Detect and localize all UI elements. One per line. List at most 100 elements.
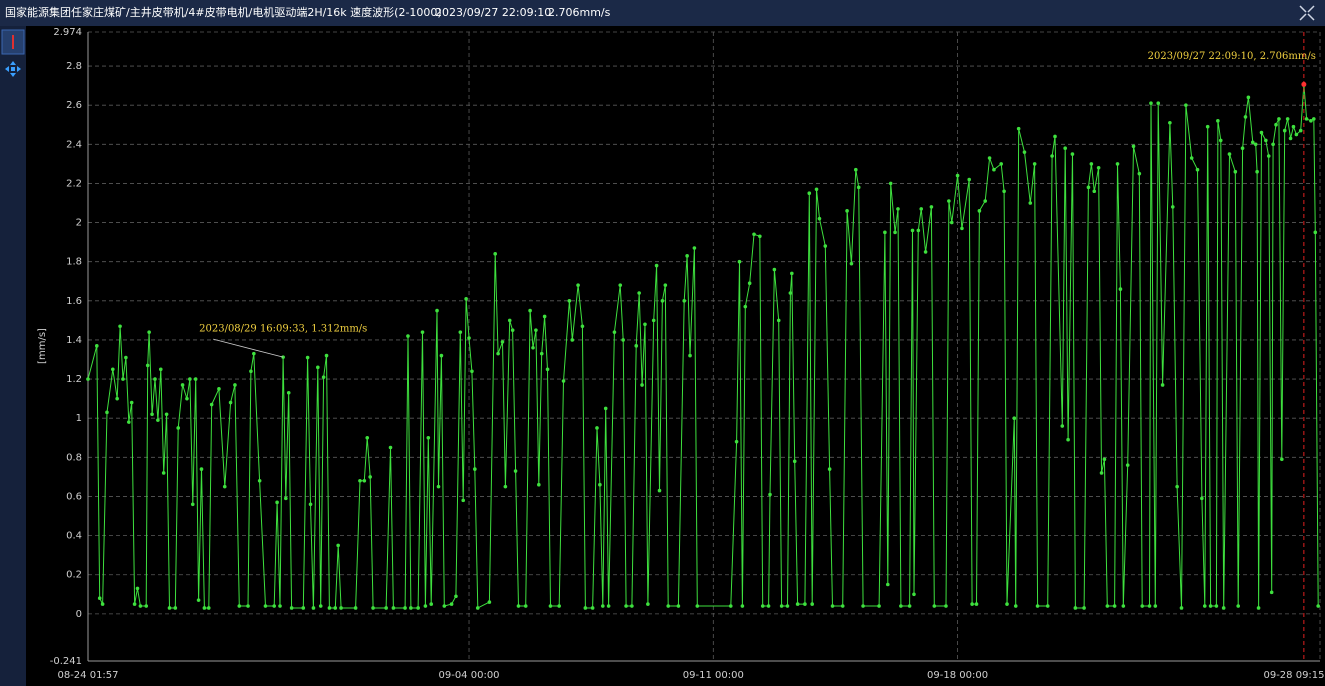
y-tick-label: 2 bbox=[76, 218, 82, 229]
data-point bbox=[500, 340, 505, 344]
data-point bbox=[1200, 496, 1204, 501]
data-point bbox=[1280, 457, 1284, 462]
data-point bbox=[779, 604, 784, 608]
data-point bbox=[222, 484, 227, 489]
data-point bbox=[830, 604, 835, 608]
pan-tool[interactable] bbox=[5, 61, 21, 77]
data-point bbox=[1216, 119, 1220, 123]
data-point bbox=[603, 406, 608, 411]
data-point bbox=[792, 459, 797, 464]
data-point bbox=[944, 604, 948, 608]
data-point bbox=[1013, 604, 1018, 608]
data-point bbox=[899, 604, 903, 608]
data-point bbox=[464, 297, 468, 301]
data-point bbox=[362, 479, 367, 483]
data-point bbox=[1208, 604, 1213, 608]
data-point bbox=[435, 308, 439, 313]
data-point bbox=[475, 606, 480, 610]
data-point bbox=[1250, 140, 1255, 145]
data-point bbox=[1313, 230, 1318, 235]
data-point bbox=[161, 471, 166, 475]
data-point bbox=[1266, 154, 1271, 158]
y-tick-label: 2.4 bbox=[66, 139, 82, 150]
data-point bbox=[391, 606, 396, 610]
data-point bbox=[768, 492, 772, 497]
data-point bbox=[567, 299, 572, 303]
data-point bbox=[1304, 117, 1309, 121]
data-point bbox=[316, 365, 320, 370]
data-point bbox=[666, 604, 671, 608]
data-point bbox=[1005, 602, 1009, 606]
y-tick-label: 0.8 bbox=[66, 452, 82, 463]
data-point bbox=[473, 467, 477, 471]
data-point bbox=[199, 467, 204, 471]
data-point bbox=[1218, 138, 1223, 143]
data-point bbox=[728, 604, 733, 608]
data-point bbox=[1086, 185, 1091, 190]
data-point bbox=[249, 369, 253, 374]
data-point bbox=[257, 479, 262, 483]
data-point bbox=[1253, 142, 1258, 147]
data-point bbox=[643, 322, 647, 327]
data-point bbox=[487, 600, 492, 604]
data-point bbox=[1288, 136, 1293, 141]
data-point bbox=[654, 263, 659, 268]
y-tick-label: 1.6 bbox=[66, 296, 82, 307]
y-axis-label: [mm/s] bbox=[37, 328, 48, 364]
data-point bbox=[129, 400, 134, 405]
data-point bbox=[358, 479, 362, 483]
data-point bbox=[513, 469, 518, 473]
data-point bbox=[788, 291, 793, 295]
data-point bbox=[676, 604, 681, 608]
data-point bbox=[537, 482, 541, 487]
data-point bbox=[1105, 604, 1110, 608]
data-point bbox=[634, 344, 639, 348]
x-tick-label: 09-11 00:00 bbox=[683, 670, 744, 681]
x-tick-label: 09-18 00:00 bbox=[927, 670, 988, 681]
data-point bbox=[272, 604, 276, 608]
data-point bbox=[507, 318, 512, 323]
data-point bbox=[1092, 189, 1097, 194]
data-point bbox=[97, 596, 102, 600]
data-point bbox=[416, 606, 420, 610]
data-point bbox=[1255, 169, 1259, 174]
data-point bbox=[810, 602, 814, 606]
data-point bbox=[173, 606, 178, 610]
data-point bbox=[621, 338, 625, 342]
data-point bbox=[156, 418, 160, 422]
data-point bbox=[196, 598, 201, 602]
readout-time: 2023/09/27 22:09:10 bbox=[435, 6, 551, 19]
data-point bbox=[86, 377, 90, 381]
data-point bbox=[105, 410, 109, 415]
data-point bbox=[1189, 156, 1194, 160]
data-point bbox=[893, 230, 897, 235]
data-point bbox=[1291, 124, 1296, 129]
data-point bbox=[1256, 606, 1261, 610]
data-point bbox=[252, 351, 256, 356]
data-point bbox=[510, 328, 515, 332]
data-point bbox=[1118, 287, 1123, 291]
data-point bbox=[333, 606, 338, 610]
data-point bbox=[624, 604, 628, 608]
data-point bbox=[1264, 138, 1268, 143]
data-point bbox=[685, 254, 689, 258]
collapse-icon[interactable] bbox=[1299, 5, 1315, 21]
data-point bbox=[929, 205, 934, 209]
data-point bbox=[1102, 457, 1107, 462]
data-point bbox=[1179, 606, 1184, 610]
data-point bbox=[324, 353, 329, 358]
data-point bbox=[523, 604, 528, 608]
data-point bbox=[454, 594, 458, 599]
data-point bbox=[1285, 117, 1290, 121]
data-point bbox=[955, 173, 960, 178]
header-bar bbox=[0, 0, 1325, 26]
data-point bbox=[932, 604, 937, 608]
data-point bbox=[516, 604, 521, 608]
data-point bbox=[1002, 189, 1006, 194]
data-point bbox=[353, 606, 358, 610]
x-tick-label: 09-28 09:15 bbox=[1263, 670, 1324, 681]
data-point bbox=[967, 177, 972, 182]
data-point bbox=[439, 353, 444, 358]
data-point bbox=[999, 162, 1004, 166]
annotation: 2023/09/27 22:09:10, 2.706mm/s bbox=[1148, 51, 1316, 62]
